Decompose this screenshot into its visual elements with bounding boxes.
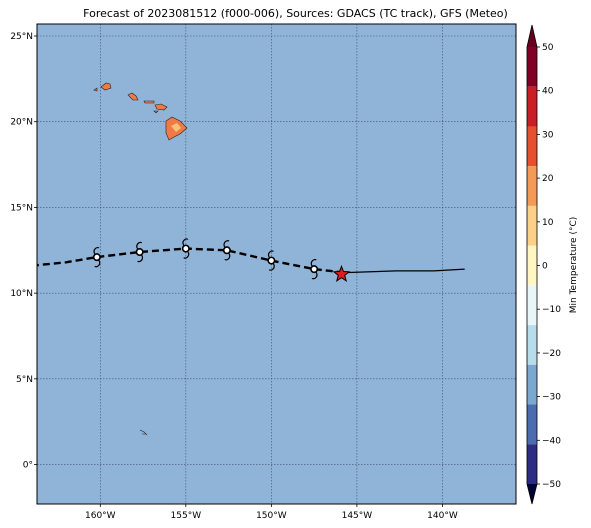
colorbar-extend-bottom [527, 484, 537, 504]
colorbar: 50 40 30 20 10 0 −10 −20 −30 −40 −50 Min Temperatur… [526, 24, 579, 505]
colorbar-segment [527, 86, 537, 127]
lon-tick-label: 140°W [427, 511, 458, 521]
colorbar-tick-label: 0 [542, 262, 548, 272]
island-oahu [127, 92, 139, 101]
colorbar-segment [527, 126, 537, 167]
hurricane-symbol-icon [92, 246, 101, 268]
colorbar-segment [527, 245, 537, 286]
island-kingman-reef [139, 429, 148, 436]
island-kauai [100, 82, 112, 91]
ocean-background [37, 24, 516, 504]
colorbar-tick-label: −40 [542, 436, 561, 446]
land-layer [93, 82, 188, 436]
lat-tick-label: 25°N [10, 32, 33, 42]
hurricane-symbol-icon [135, 241, 144, 263]
colorbar-tick-label: 20 [542, 174, 554, 184]
colorbar-tick-label: 30 [542, 130, 554, 140]
colorbar-extend-top [527, 25, 537, 47]
axis-ticks: 25°N 20°N 15°N 10°N 5°N 0° 160°W 155°W 150°W 145°… [10, 32, 458, 521]
hurricane-symbol-icon [181, 238, 190, 259]
island-molokai [143, 100, 155, 104]
hurricane-symbol-icon [222, 240, 231, 261]
colorbar-segment [527, 205, 537, 246]
lat-tick-label: 20°N [10, 118, 33, 128]
colorbar-tick-label: −50 [542, 480, 561, 490]
colorbar-label: Min Temperature (°C) [569, 217, 579, 314]
lat-tick-label: 0° [23, 461, 33, 471]
lat-tick-label: 15°N [10, 203, 33, 213]
lon-tick-label: 155°W [171, 511, 202, 521]
colorbar-segment [527, 166, 537, 206]
lon-tick-label: 150°W [256, 511, 287, 521]
colorbar-segment [527, 325, 537, 365]
chart-title: Forecast of 2023081512 (f000-006), Sourc… [83, 7, 508, 20]
colorbar-segment [527, 47, 537, 87]
lat-tick-label: 10°N [10, 289, 33, 299]
colorbar-segment [527, 444, 537, 484]
island-maui [154, 103, 168, 111]
island-kahoolawe [153, 110, 159, 114]
colorbar-segment [527, 364, 537, 405]
lon-tick-label: 160°W [85, 511, 116, 521]
storm-track-layer [37, 238, 465, 282]
current-position-star-icon [332, 264, 351, 282]
hurricane-symbol-icon [310, 258, 319, 280]
colorbar-tick-label: 10 [542, 218, 554, 228]
colorbar-segment [527, 404, 537, 445]
colorbar-tick-label: 50 [542, 43, 554, 53]
hurricane-symbol-icon [267, 250, 276, 271]
lat-tick-label: 5°N [16, 375, 33, 385]
observed-track-line [344, 268, 465, 274]
island-niihau [93, 87, 98, 92]
colorbar-tick-label: −10 [542, 305, 561, 315]
colorbar-tick-label: 40 [542, 87, 554, 97]
island-hawaii-highland [171, 123, 181, 132]
colorbar-tick-label: −30 [542, 393, 561, 403]
lon-tick-label: 145°W [342, 511, 373, 521]
map-frame [36, 23, 517, 505]
colorbar-tick-label: −20 [542, 349, 561, 359]
colorbar-segment [527, 285, 537, 326]
